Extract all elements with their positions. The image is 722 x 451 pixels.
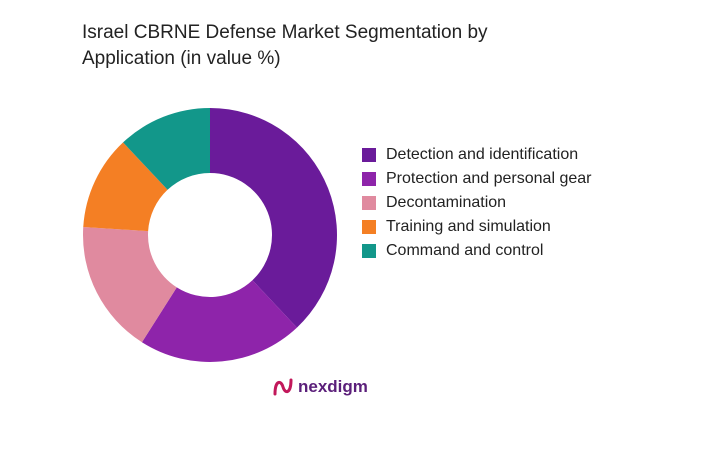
legend-item: Detection and identification	[362, 144, 602, 166]
logo-text: nexdigm	[298, 377, 368, 396]
legend-label: Decontamination	[386, 194, 507, 211]
legend-label: Detection and identification	[386, 146, 579, 163]
logo-icon	[273, 378, 293, 396]
donut-slice	[210, 108, 338, 328]
donut-slice	[83, 142, 168, 232]
chart	[82, 108, 338, 362]
legend-swatch	[362, 244, 376, 258]
legend-item: Protection and personal gear	[362, 168, 602, 190]
donut-slice	[123, 108, 210, 190]
legend-swatch	[362, 172, 376, 186]
legend-label: Training and simulation	[386, 218, 551, 235]
legend-label: Command and control	[386, 242, 544, 259]
legend: Detection and identification Protection a…	[362, 144, 602, 264]
donut-slice	[82, 227, 177, 343]
legend-swatch	[362, 220, 376, 234]
donut-slice	[141, 280, 297, 362]
chart-title: Israel CBRNE Defense Market Segmentation…	[82, 22, 488, 69]
legend-label: Protection and personal gear	[386, 170, 592, 187]
legend-item: Command and control	[362, 240, 602, 262]
legend-swatch	[362, 196, 376, 210]
legend-swatch	[362, 148, 376, 162]
logo: nexdigm	[272, 376, 368, 398]
legend-item: Decontamination	[362, 192, 602, 214]
legend-item: Training and simulation	[362, 216, 602, 238]
